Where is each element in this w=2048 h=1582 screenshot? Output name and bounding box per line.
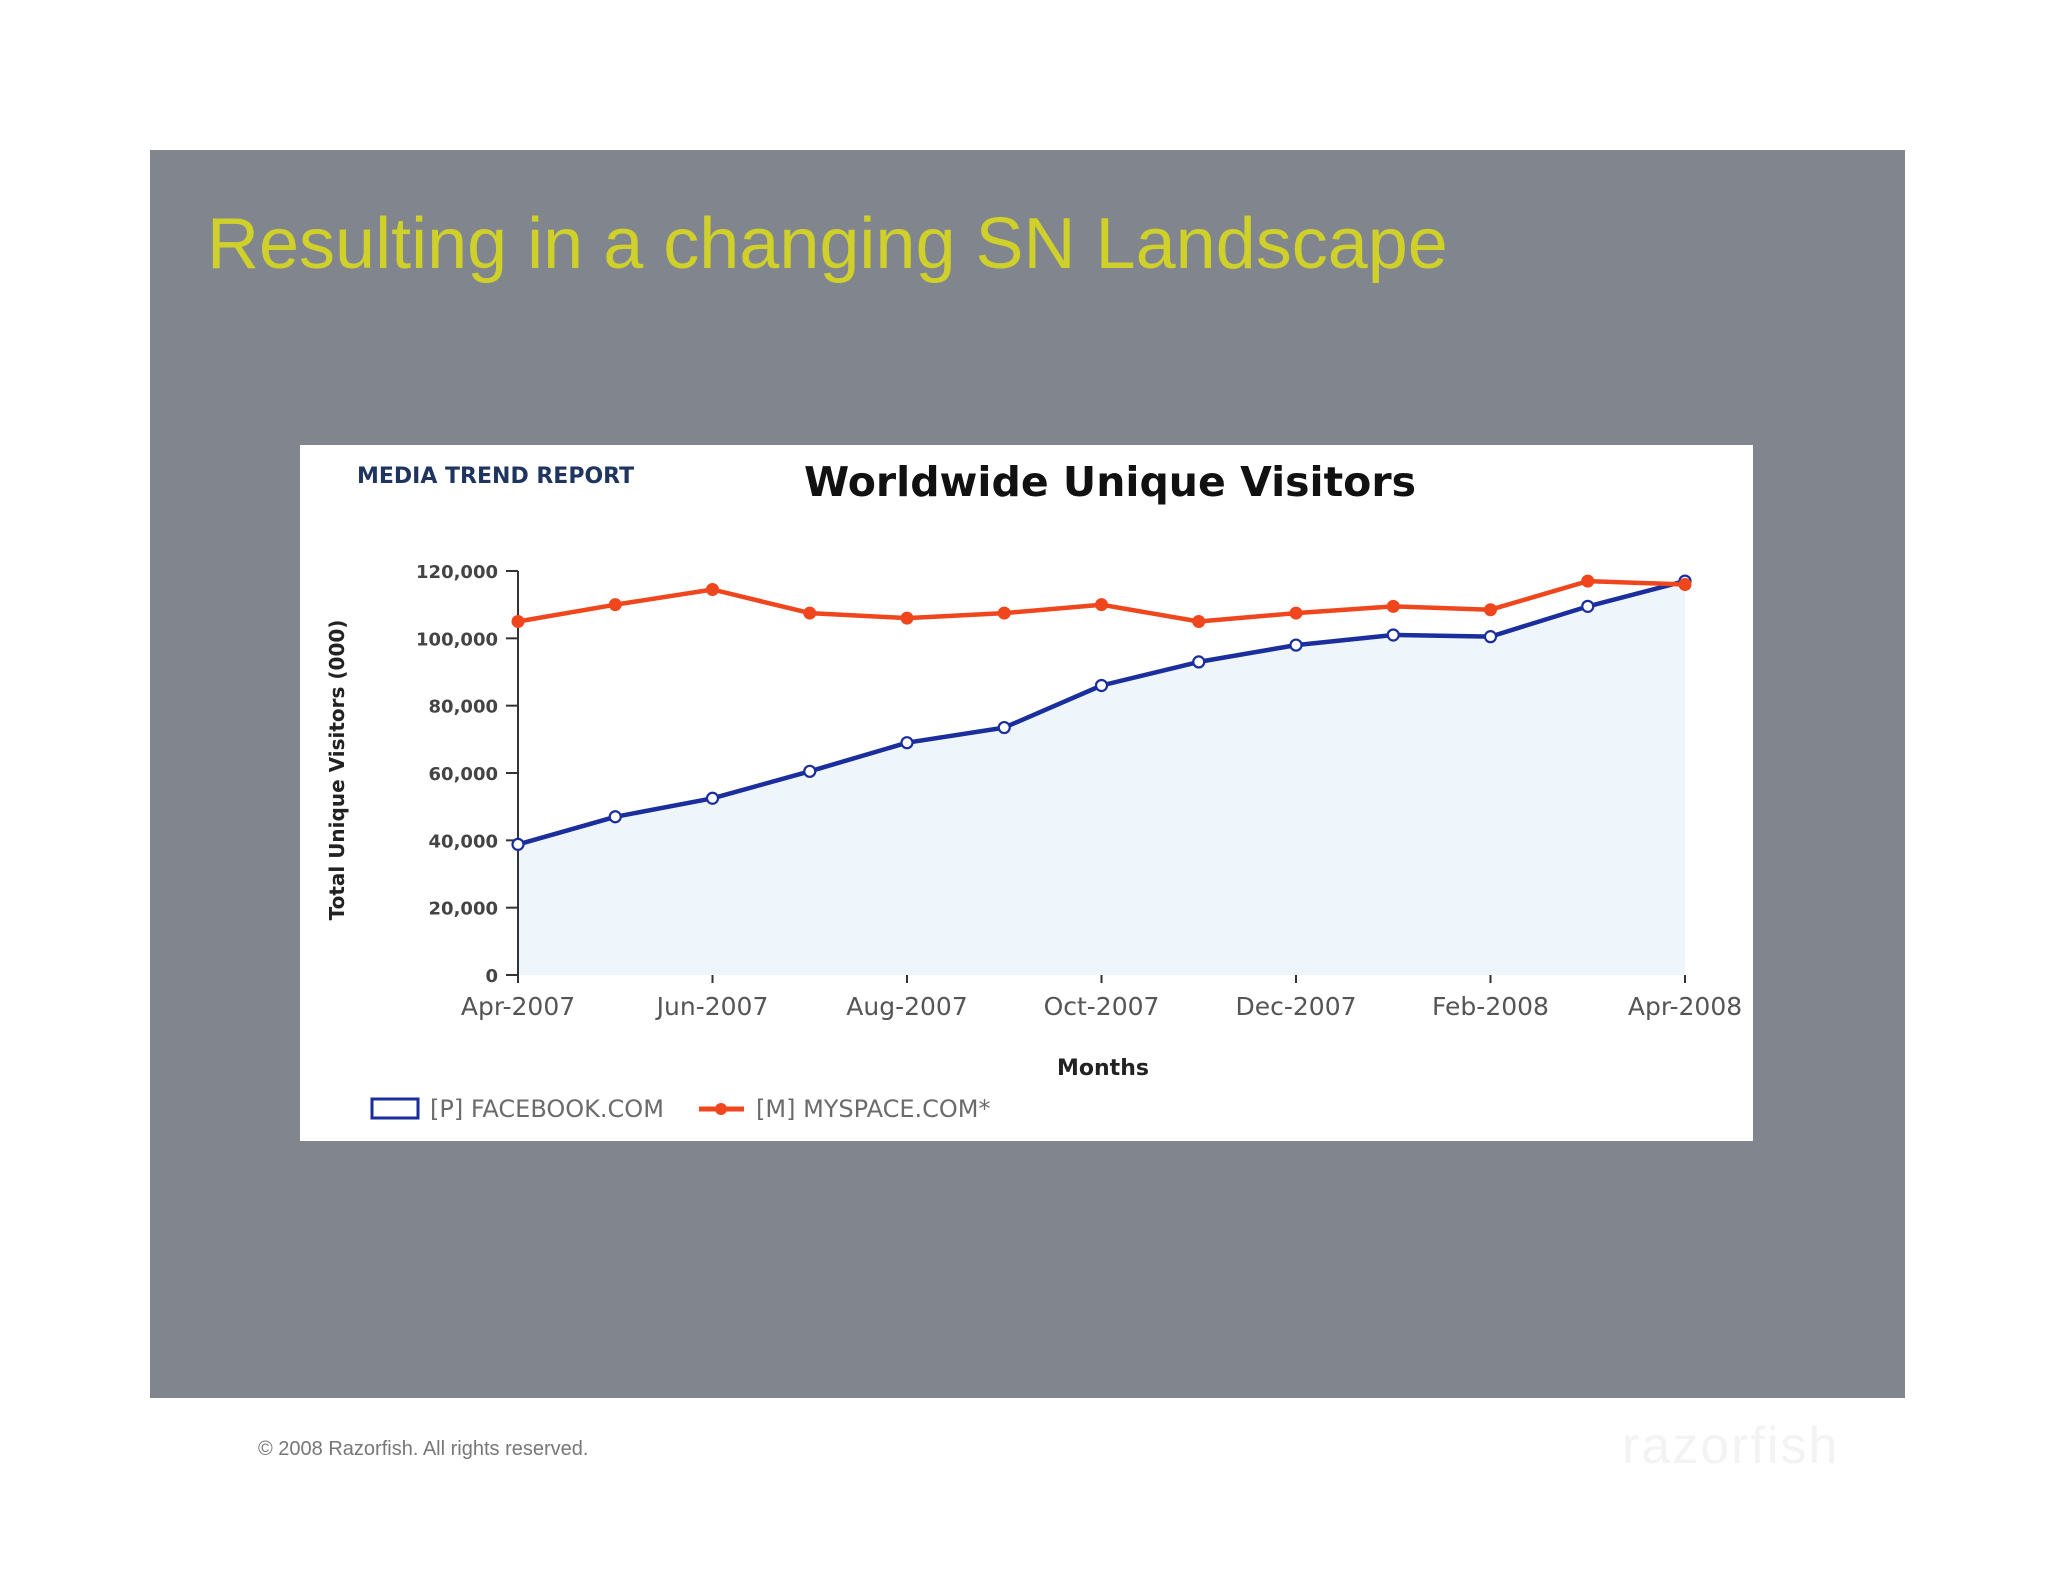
razorfish-logo: razorfish <box>1622 1417 1840 1475</box>
myspace-point <box>803 606 817 620</box>
x-tick-label: Apr-2008 <box>1628 992 1742 1021</box>
myspace-point <box>1095 598 1108 612</box>
report-label: MEDIA TREND REPORT <box>357 464 634 489</box>
facebook-point <box>1192 655 1206 669</box>
myspace-point <box>1386 599 1400 613</box>
x-tick-label: Aug-2007 <box>846 992 967 1021</box>
myspace-point <box>1484 603 1497 617</box>
copyright-text: © 2008 Razorfish. All rights reserved. <box>258 1438 589 1460</box>
facebook-point <box>997 720 1011 735</box>
x-tick-label: Dec-2007 <box>1235 992 1356 1021</box>
y-tick-label: 80,000 <box>429 697 498 718</box>
myspace-point <box>997 606 1011 620</box>
facebook-point <box>900 736 914 750</box>
facebook-point <box>803 764 817 778</box>
line-chart: MEDIA TREND REPORT Worldwide Unique Visi… <box>325 458 1742 1123</box>
facebook-point <box>1483 630 1498 644</box>
facebook-point <box>1386 628 1400 642</box>
facebook-area <box>518 581 1685 975</box>
myspace-point <box>1289 606 1303 620</box>
y-tick-label: 60,000 <box>429 764 498 785</box>
y-tick-label: 40,000 <box>429 831 498 852</box>
legend-label-myspace: [M] MYSPACE.COM* <box>756 1095 991 1123</box>
x-tick-label: Jun-2007 <box>655 992 769 1021</box>
legend-marker-myspace <box>715 1103 727 1115</box>
x-tick-label: Apr-2007 <box>461 992 575 1021</box>
plot-area: 0 20,000 40,000 60,000 80,000 100,000 120,000 A… <box>416 562 1742 1021</box>
myspace-point <box>1192 615 1206 628</box>
myspace-point <box>511 615 525 628</box>
chart-title: Worldwide Unique Visitors <box>804 458 1416 506</box>
facebook-point <box>511 837 525 851</box>
x-tick-label: Oct-2007 <box>1044 992 1160 1021</box>
myspace-point <box>900 611 914 625</box>
y-tick-label: 20,000 <box>429 899 498 920</box>
facebook-point <box>1581 599 1595 613</box>
y-tick-label: 0 <box>485 966 498 987</box>
x-tick-label: Feb-2008 <box>1432 992 1549 1021</box>
x-axis-label: Months <box>1057 1056 1149 1081</box>
legend-label-facebook: [P] FACEBOOK.COM <box>430 1095 664 1123</box>
facebook-point <box>1289 638 1303 652</box>
myspace-point <box>1581 574 1595 588</box>
myspace-point <box>1678 577 1692 591</box>
chart-panel: MEDIA TREND REPORT Worldwide Unique Visi… <box>300 445 1753 1141</box>
slide-title: Resulting in a changing SN Landscape <box>207 204 1448 284</box>
myspace-point <box>608 598 622 612</box>
y-tick-label: 120,000 <box>416 562 498 583</box>
y-tick-label: 100,000 <box>416 629 498 650</box>
slide-background: Resulting in a changing SN Landscape MED… <box>150 150 1905 1398</box>
facebook-point <box>608 810 622 824</box>
myspace-point <box>706 583 719 597</box>
y-axis-label: Total Unique Visitors (000) <box>325 620 349 921</box>
facebook-point <box>1094 678 1109 693</box>
legend: [P] FACEBOOK.COM [M] MYSPACE.COM* <box>370 1095 991 1123</box>
legend-swatch-facebook <box>370 1097 420 1120</box>
facebook-point <box>705 791 720 805</box>
